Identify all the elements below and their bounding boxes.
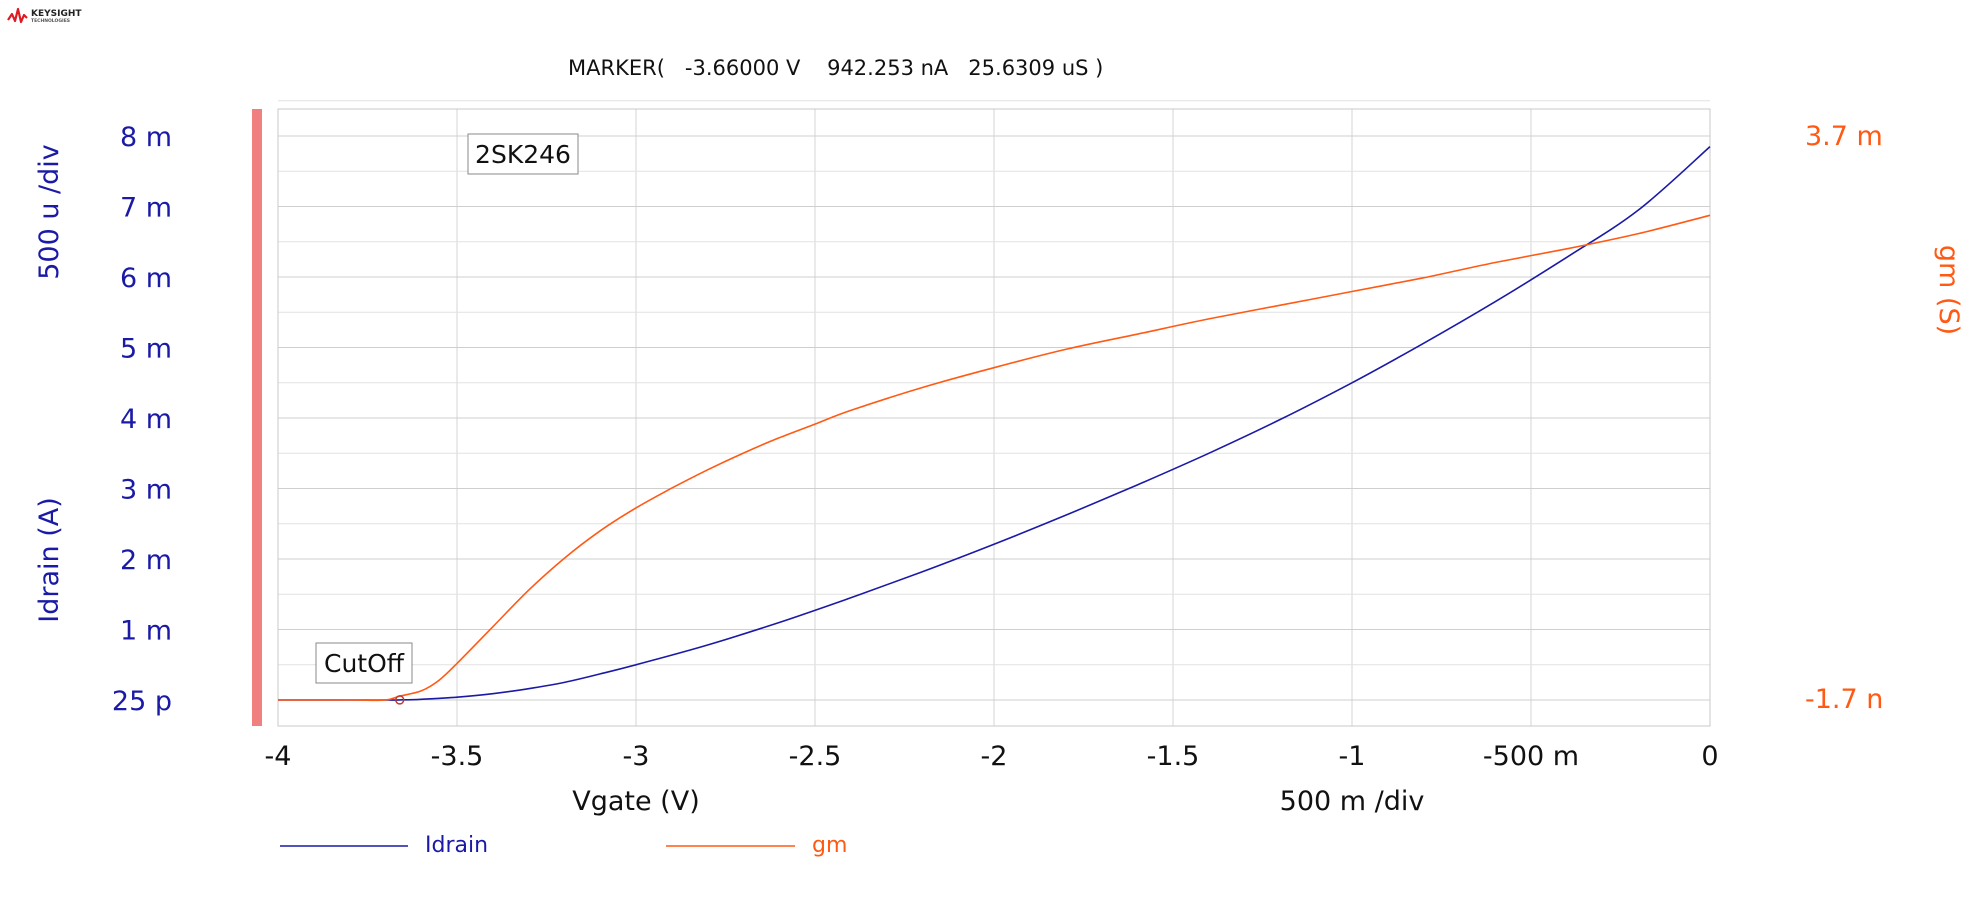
plot-frame — [277, 108, 1711, 727]
x-tick-0: -4 — [265, 741, 292, 772]
annotation-2sk246-label: 2SK246 — [475, 140, 571, 169]
annotation-2sk246: 2SK246 — [467, 133, 579, 175]
y-right-tick-bottom: -1.7 n — [1805, 684, 1883, 715]
plot-grid — [277, 100, 1711, 726]
y-left-tick-5: 3 m — [120, 475, 172, 506]
x-tick-1: -3.5 — [431, 741, 484, 772]
x-tick-3: -2.5 — [789, 741, 842, 772]
y-left-tick-0: 8 m — [120, 122, 172, 153]
logo-waveform-icon — [7, 7, 28, 24]
y-left-tick-2: 6 m — [120, 263, 172, 294]
y-left-tick-1: 7 m — [120, 193, 172, 224]
x-tick-labels: -4 -3.5 -3 -2.5 -2 -1.5 -1 -500 m 0 — [265, 741, 1719, 772]
x-axis-label: Vgate (V) — [572, 786, 699, 817]
left-axis-bar — [252, 109, 262, 726]
x-tick-4: -2 — [981, 741, 1008, 772]
legend: Idrain gm — [280, 833, 847, 858]
annotation-cutoff: CutOff — [315, 642, 413, 684]
y-right-axis-label: gm (S) — [1933, 245, 1964, 335]
x-tick-2: -3 — [623, 741, 650, 772]
y-left-tick-7: 1 m — [120, 616, 172, 647]
series-layer — [278, 146, 1711, 702]
marker-readout: MARKER( -3.66000 V 942.253 nA 25.6309 uS… — [568, 56, 1103, 80]
logo-sub: TECHNOLOGIES — [31, 18, 70, 24]
y-left-axis-label: Idrain (A) — [34, 497, 65, 622]
x-tick-5: -1.5 — [1147, 741, 1200, 772]
legend-gm-label: gm — [812, 833, 847, 858]
y-left-div-label: 500 u /div — [34, 144, 65, 280]
y-left-tick-labels: 8 m 7 m 6 m 5 m 4 m 3 m 2 m 1 m 25 p — [112, 122, 172, 717]
legend-idrain-label: Idrain — [425, 833, 488, 858]
logo-brand: KEYSIGHT — [31, 9, 82, 19]
x-tick-6: -1 — [1339, 741, 1366, 772]
y-left-tick-4: 4 m — [120, 404, 172, 435]
y-right-tick-top: 3.7 m — [1805, 121, 1883, 152]
y-left-tick-6: 2 m — [120, 545, 172, 576]
y-left-tick-3: 5 m — [120, 334, 172, 365]
keysight-logo: KEYSIGHT TECHNOLOGIES — [7, 7, 82, 24]
marker-point[interactable] — [394, 695, 405, 705]
x-tick-7: -500 m — [1483, 741, 1579, 772]
annotation-cutoff-label: CutOff — [324, 649, 405, 678]
y-left-tick-8: 25 p — [112, 686, 172, 717]
series-idrain-line — [278, 146, 1711, 701]
x-tick-8: 0 — [1701, 741, 1718, 772]
x-div-label: 500 m /div — [1280, 786, 1425, 817]
series-gm-line — [278, 214, 1711, 702]
